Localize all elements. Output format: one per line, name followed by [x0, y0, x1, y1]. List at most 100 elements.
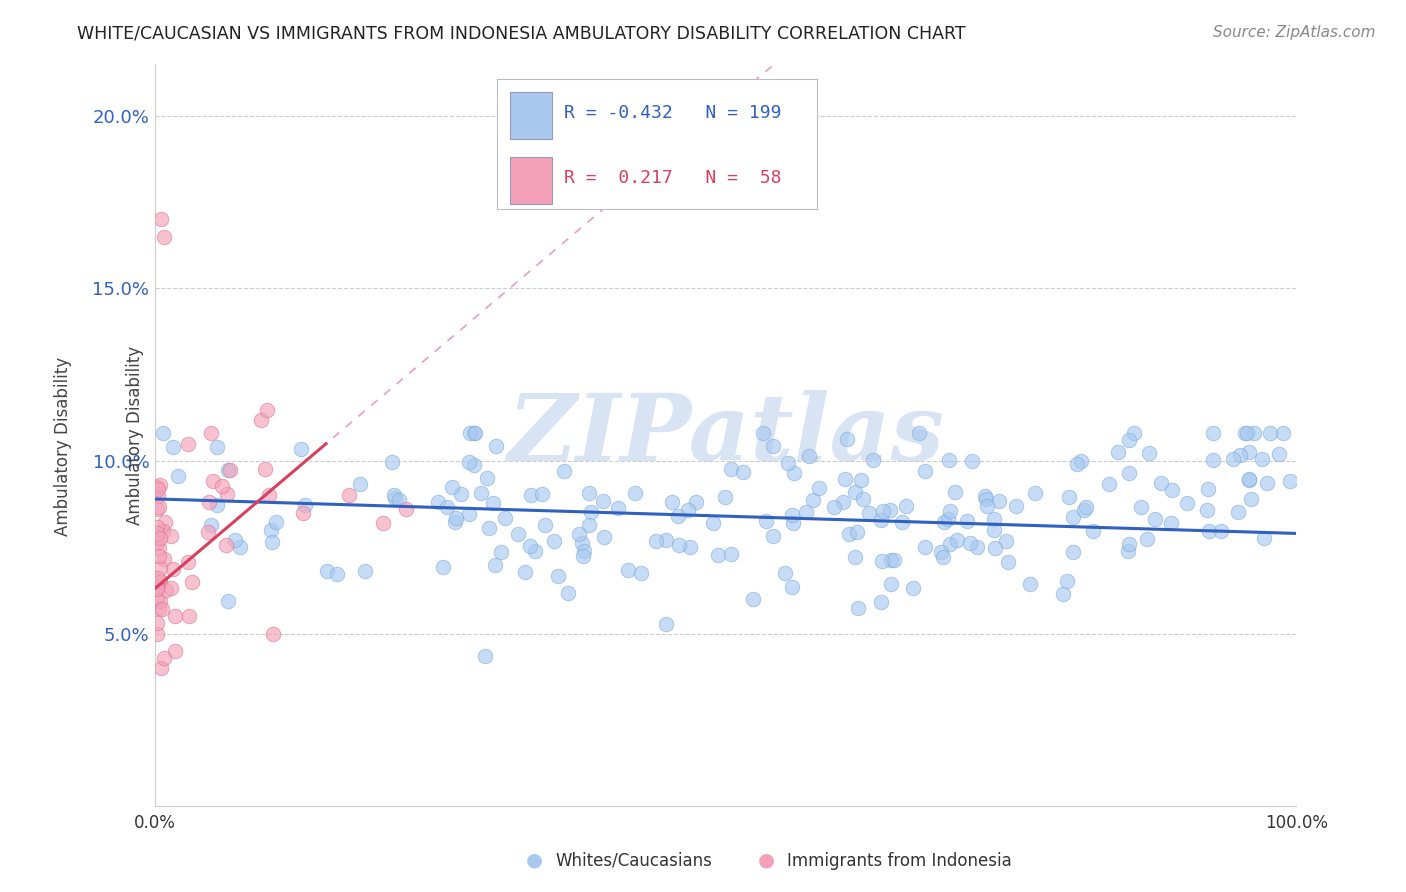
- Point: [713, 491, 735, 505]
- Point: [395, 502, 418, 516]
- Point: [984, 541, 1007, 556]
- Point: [152, 602, 174, 616]
- Point: [146, 502, 169, 516]
- Point: [776, 456, 799, 470]
- Point: [1066, 458, 1088, 472]
- Point: [197, 524, 219, 539]
- Point: [349, 476, 371, 491]
- Point: [149, 212, 172, 227]
- Point: [384, 491, 406, 505]
- Point: [837, 433, 859, 447]
- Point: [155, 582, 177, 597]
- Point: [960, 454, 983, 468]
- Point: [655, 617, 678, 632]
- Point: [1118, 544, 1140, 558]
- Point: [1130, 500, 1153, 515]
- Point: [894, 499, 917, 513]
- Point: [685, 495, 707, 509]
- Point: [1070, 454, 1092, 468]
- Point: [1135, 532, 1157, 546]
- Point: [477, 470, 499, 484]
- Point: [1226, 505, 1249, 519]
- Point: [966, 540, 988, 554]
- Point: [148, 549, 170, 563]
- Point: [149, 532, 172, 546]
- Point: [146, 627, 169, 641]
- Point: [679, 541, 702, 555]
- Point: [531, 486, 554, 500]
- Point: [533, 517, 555, 532]
- Point: [153, 651, 176, 665]
- Point: [668, 538, 690, 552]
- Point: [973, 489, 995, 503]
- Point: [553, 464, 575, 478]
- Point: [939, 504, 962, 518]
- Point: [474, 649, 496, 664]
- Text: ●: ●: [526, 851, 543, 870]
- Point: [148, 541, 170, 555]
- Point: [148, 478, 170, 492]
- Point: [578, 518, 600, 533]
- Point: [211, 479, 233, 493]
- Point: [1056, 574, 1078, 588]
- Point: [801, 493, 824, 508]
- Point: [256, 403, 278, 417]
- Point: [782, 516, 804, 531]
- Point: [146, 580, 169, 594]
- Point: [702, 516, 724, 530]
- Point: [262, 626, 284, 640]
- Point: [443, 515, 465, 529]
- Point: [983, 512, 1005, 526]
- Point: [936, 511, 959, 525]
- Point: [706, 549, 728, 563]
- Point: [572, 543, 595, 558]
- Point: [353, 565, 375, 579]
- Point: [292, 506, 315, 520]
- Point: [198, 494, 221, 508]
- Point: [382, 488, 405, 502]
- Point: [200, 518, 222, 533]
- Point: [217, 594, 239, 608]
- Point: [1024, 486, 1046, 500]
- Point: [337, 488, 360, 502]
- Point: [1195, 503, 1218, 517]
- Point: [1233, 426, 1256, 441]
- Point: [1229, 448, 1251, 462]
- Point: [1057, 490, 1080, 504]
- Point: [450, 487, 472, 501]
- Point: [578, 486, 600, 500]
- Point: [1197, 482, 1219, 496]
- Point: [470, 485, 492, 500]
- Point: [654, 533, 676, 548]
- Point: [1177, 496, 1199, 510]
- Point: [1268, 447, 1291, 461]
- Point: [879, 503, 901, 517]
- Point: [444, 511, 467, 525]
- Point: [253, 462, 276, 476]
- Point: [380, 455, 402, 469]
- Point: [846, 600, 869, 615]
- Point: [1052, 587, 1074, 601]
- Point: [1258, 426, 1281, 441]
- Point: [1144, 512, 1167, 526]
- Point: [260, 535, 283, 549]
- Point: [1107, 445, 1129, 459]
- Point: [799, 450, 821, 464]
- Point: [720, 547, 742, 561]
- Text: Ambulatory Disability: Ambulatory Disability: [55, 357, 72, 535]
- Point: [463, 426, 485, 441]
- Point: [872, 503, 894, 517]
- Point: [148, 500, 170, 514]
- Point: [160, 581, 183, 595]
- Point: [883, 553, 905, 567]
- Point: [1202, 453, 1225, 467]
- Text: ZIPatlas: ZIPatlas: [508, 390, 943, 480]
- Point: [755, 514, 778, 528]
- Text: Whites/Caucasians: Whites/Caucasians: [555, 852, 713, 870]
- Point: [1243, 426, 1265, 441]
- Point: [852, 491, 875, 506]
- Point: [862, 452, 884, 467]
- Point: [215, 538, 238, 552]
- Point: [994, 534, 1017, 549]
- Point: [976, 499, 998, 513]
